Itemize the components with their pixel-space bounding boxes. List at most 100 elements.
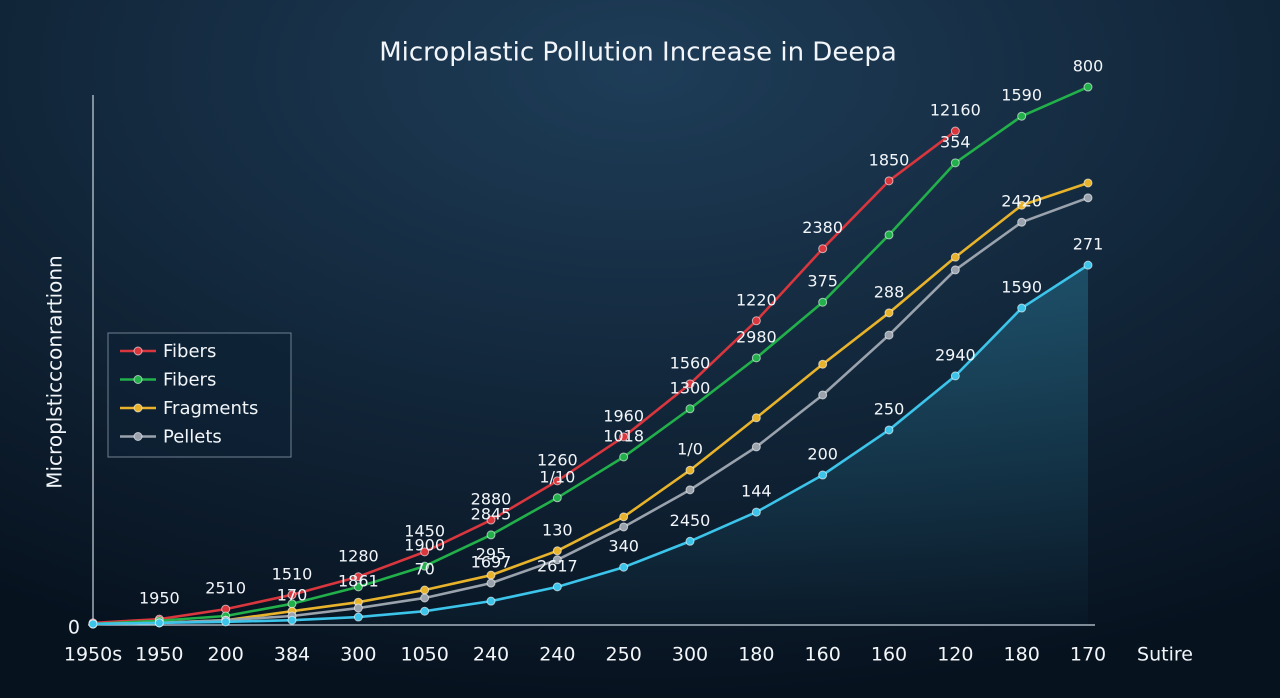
data-point bbox=[950, 252, 960, 262]
data-point bbox=[818, 470, 828, 480]
point-label: 2880 bbox=[471, 490, 512, 509]
point-label: 250 bbox=[874, 399, 905, 418]
series-line bbox=[92, 264, 1089, 626]
data-point bbox=[420, 547, 430, 557]
point-label: 295 bbox=[476, 545, 507, 564]
data-point bbox=[1017, 111, 1027, 121]
legend-label: Fibers bbox=[163, 370, 216, 391]
point-label: 340 bbox=[608, 537, 639, 556]
data-point bbox=[619, 512, 629, 522]
data-point bbox=[1017, 303, 1027, 313]
point-label: 1590 bbox=[1001, 86, 1042, 105]
point-label: 1590 bbox=[1001, 278, 1042, 297]
point-label: 70 bbox=[414, 560, 434, 579]
data-point bbox=[1083, 260, 1093, 270]
point-label: 1/10 bbox=[539, 467, 575, 486]
data-point bbox=[552, 493, 562, 503]
data-point bbox=[884, 425, 894, 435]
chart-title: Microplastic Pollution Increase in Deepa bbox=[379, 38, 897, 68]
point-label: 800 bbox=[1073, 57, 1104, 76]
series-line bbox=[92, 196, 1089, 626]
x-tick-label: 300 bbox=[340, 644, 376, 666]
point-label: 1950 bbox=[139, 589, 180, 608]
data-point bbox=[420, 585, 430, 595]
point-label: 130 bbox=[542, 520, 573, 539]
data-point bbox=[818, 244, 828, 254]
point-label: 288 bbox=[874, 282, 905, 301]
point-label: 2380 bbox=[802, 218, 843, 237]
data-point bbox=[619, 432, 629, 442]
x-tick-label: 170 bbox=[1070, 644, 1106, 666]
legend-marker bbox=[133, 375, 143, 384]
data-point bbox=[619, 522, 629, 532]
data-point bbox=[353, 572, 363, 582]
x-tick-label: 240 bbox=[473, 644, 509, 666]
data-point bbox=[685, 404, 695, 414]
point-label: 375 bbox=[807, 272, 838, 291]
data-point bbox=[552, 546, 562, 556]
series-line bbox=[92, 181, 1089, 626]
data-point bbox=[486, 530, 496, 540]
x-tick-label: 180 bbox=[738, 644, 774, 666]
data-point bbox=[818, 359, 828, 369]
area-glow bbox=[93, 265, 1088, 625]
legend: Fibers Fibers Fragments Pellets bbox=[107, 332, 292, 458]
point-label: 144 bbox=[741, 482, 772, 501]
data-point bbox=[420, 606, 430, 616]
data-point bbox=[884, 176, 894, 186]
x-tick-label: 120 bbox=[937, 644, 973, 666]
legend-marker bbox=[133, 403, 143, 413]
y-axis-label: Microplsticcconrartionn bbox=[43, 255, 67, 489]
data-point bbox=[1017, 217, 1027, 227]
data-point bbox=[751, 316, 761, 326]
data-point bbox=[353, 612, 363, 622]
x-tick-label: 160 bbox=[805, 644, 841, 666]
data-point bbox=[619, 452, 629, 462]
data-point bbox=[685, 465, 695, 475]
point-label: 354 bbox=[940, 132, 971, 151]
data-point bbox=[884, 230, 894, 240]
data-point bbox=[221, 617, 231, 627]
data-point bbox=[950, 371, 960, 381]
point-label: 2845 bbox=[471, 504, 512, 523]
x-tick-label: 1950 bbox=[135, 644, 183, 666]
point-label: 200 bbox=[807, 445, 838, 464]
point-label: 1280 bbox=[338, 546, 379, 565]
data-point bbox=[486, 515, 496, 525]
data-point bbox=[751, 413, 761, 423]
x-tick-label: 250 bbox=[606, 644, 642, 666]
point-label: 1300 bbox=[670, 378, 711, 397]
x-tick-label: 300 bbox=[672, 644, 708, 666]
point-label: 170 bbox=[277, 585, 308, 604]
data-point bbox=[486, 570, 496, 580]
data-point bbox=[552, 476, 562, 486]
x-tick-label: 1050 bbox=[400, 644, 448, 666]
legend-marker bbox=[133, 432, 143, 441]
data-point bbox=[1083, 193, 1093, 203]
data-point bbox=[486, 596, 496, 606]
point-label: 12160 bbox=[930, 101, 981, 120]
point-label: 2510 bbox=[205, 579, 246, 598]
x-tick-label: 1950s bbox=[64, 644, 122, 666]
data-point bbox=[685, 485, 695, 495]
data-point bbox=[619, 562, 629, 572]
series-line bbox=[92, 85, 1089, 626]
data-point bbox=[751, 442, 761, 452]
point-label: 1850 bbox=[869, 150, 910, 169]
point-label: 1861 bbox=[338, 572, 379, 591]
point-label: 271 bbox=[1073, 235, 1104, 254]
data-point bbox=[818, 297, 828, 307]
point-label: 1510 bbox=[272, 564, 313, 583]
point-label: 1450 bbox=[404, 521, 445, 540]
data-point bbox=[353, 603, 363, 613]
point-label: 1/0 bbox=[677, 440, 703, 459]
legend-label: Pellets bbox=[163, 427, 222, 448]
point-label: 2617 bbox=[537, 556, 578, 575]
point-label: 1960 bbox=[603, 406, 644, 425]
data-point bbox=[818, 390, 828, 400]
data-point bbox=[950, 265, 960, 275]
data-point bbox=[287, 590, 297, 600]
point-label: 1900 bbox=[404, 536, 445, 555]
point-label: 1560 bbox=[670, 353, 711, 372]
